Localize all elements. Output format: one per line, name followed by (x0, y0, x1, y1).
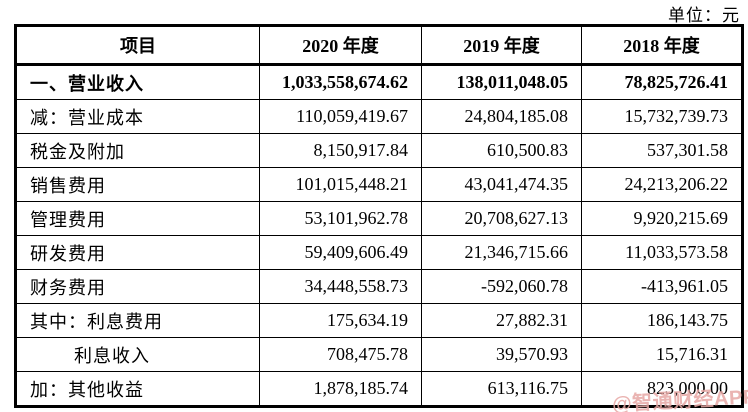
row-label: 研发费用 (15, 235, 260, 270)
value-2018: 15,732,739.73 (581, 99, 743, 134)
value-2019: 20,708,627.13 (421, 201, 582, 236)
table-row-taxes-surcharges: 税金及附加 8,150,917.84 610,500.83 537,301.58 (15, 133, 743, 168)
value-2018: 24,213,206.22 (581, 167, 743, 202)
value-2019: 24,804,185.08 (421, 99, 582, 134)
row-label: 减：营业成本 (15, 99, 260, 134)
column-header-2020: 2020 年度 (259, 25, 422, 66)
value-2018: 9,920,215.69 (581, 201, 743, 236)
row-label: 一、营业收入 (15, 64, 260, 100)
value-2019: 610,500.83 (421, 133, 582, 168)
value-2018: 15,716.31 (581, 337, 743, 372)
value-2019: 138,011,048.05 (421, 64, 582, 100)
table-header-row: 项目 2020 年度 2019 年度 2018 年度 (15, 25, 743, 66)
value-2018: 537,301.58 (581, 133, 743, 168)
value-2019: 27,882.31 (421, 303, 582, 338)
value-2019: 613,116.75 (421, 371, 582, 407)
financial-table: 项目 2020 年度 2019 年度 2018 年度 一、营业收入 1,033,… (14, 24, 744, 408)
row-label: 财务费用 (15, 269, 260, 304)
value-2018: 11,033,573.58 (581, 235, 743, 270)
value-2020: 1,033,558,674.62 (259, 64, 422, 100)
row-label: 利息收入 (15, 337, 260, 372)
value-2020: 8,150,917.84 (259, 133, 422, 168)
value-2020: 175,634.19 (259, 303, 422, 338)
table-row-admin-expenses: 管理费用 53,101,962.78 20,708,627.13 9,920,2… (15, 201, 743, 236)
row-label: 销售费用 (15, 167, 260, 202)
value-2019: 21,346,715.66 (421, 235, 582, 270)
table-row-interest-expense: 其中：利息费用 175,634.19 27,882.31 186,143.75 (15, 303, 743, 338)
column-header-2018: 2018 年度 (581, 25, 743, 66)
table-row-selling-expenses: 销售费用 101,015,448.21 43,041,474.35 24,213… (15, 167, 743, 202)
value-2018: -413,961.05 (581, 269, 743, 304)
value-2020: 59,409,606.49 (259, 235, 422, 270)
row-label: 加：其他收益 (15, 371, 260, 407)
table-row-interest-income: 利息收入 708,475.78 39,570.93 15,716.31 (15, 337, 743, 372)
value-2018: 78,825,726.41 (581, 64, 743, 100)
table-row-other-income: 加：其他收益 1,878,185.74 613,116.75 823,000.0… (15, 371, 743, 407)
table-row-finance-expenses: 财务费用 34,448,558.73 -592,060.78 -413,961.… (15, 269, 743, 304)
value-2020: 53,101,962.78 (259, 201, 422, 236)
unit-label: 单位：元 (668, 6, 740, 25)
column-header-item: 项目 (15, 25, 260, 66)
value-2020: 1,878,185.74 (259, 371, 422, 407)
table-row-operating-cost: 减：营业成本 110,059,419.67 24,804,185.08 15,7… (15, 99, 743, 134)
table-row-operating-revenue: 一、营业收入 1,033,558,674.62 138,011,048.05 7… (15, 64, 743, 100)
value-2020: 110,059,419.67 (259, 99, 422, 134)
value-2020: 34,448,558.73 (259, 269, 422, 304)
value-2020: 101,015,448.21 (259, 167, 422, 202)
row-label: 税金及附加 (15, 133, 260, 168)
value-2018: 823,000.00 (581, 371, 743, 407)
value-2019: 39,570.93 (421, 337, 582, 372)
row-label: 其中：利息费用 (15, 303, 260, 338)
table-row-rd-expenses: 研发费用 59,409,606.49 21,346,715.66 11,033,… (15, 235, 743, 270)
value-2019: -592,060.78 (421, 269, 582, 304)
value-2019: 43,041,474.35 (421, 167, 582, 202)
value-2018: 186,143.75 (581, 303, 743, 338)
value-2020: 708,475.78 (259, 337, 422, 372)
row-label: 管理费用 (15, 201, 260, 236)
column-header-2019: 2019 年度 (421, 25, 582, 66)
